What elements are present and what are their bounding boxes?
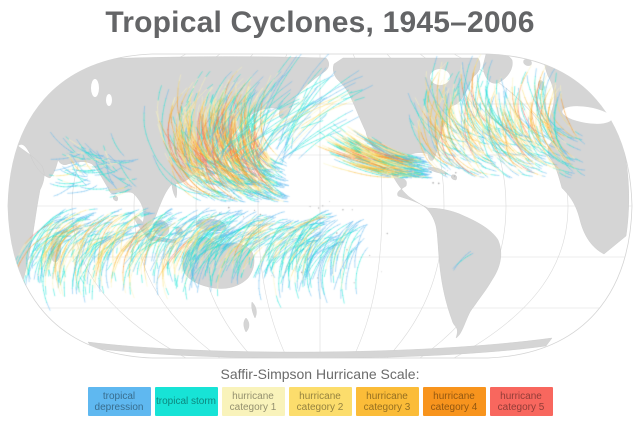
- page-title: Tropical Cyclones, 1945–2006: [105, 6, 535, 39]
- legend-item-hurricane-category-3: hurricane category 3: [355, 387, 419, 416]
- legend-heading: Saffir-Simpson Hurricane Scale:: [220, 366, 420, 382]
- legend-item-hurricane-category-2: hurricane category 2: [288, 387, 352, 416]
- legend-item-hurricane-category-4: hurricane category 4: [422, 387, 486, 416]
- cyclone-tracks-layer: [0, 50, 640, 362]
- legend-item-tropical-depression: tropical depression: [87, 387, 151, 416]
- legend-item-tropical-storm: tropical storm: [154, 387, 218, 416]
- legend-item-hurricane-category-5: hurricane category 5: [489, 387, 553, 416]
- legend-items: tropical depression tropical storm hurrica…: [0, 387, 640, 416]
- legend-item-hurricane-category-1: hurricane category 1: [221, 387, 285, 416]
- legend: Saffir-Simpson Hurricane Scale: tropical…: [0, 366, 640, 416]
- world-map: [0, 50, 640, 362]
